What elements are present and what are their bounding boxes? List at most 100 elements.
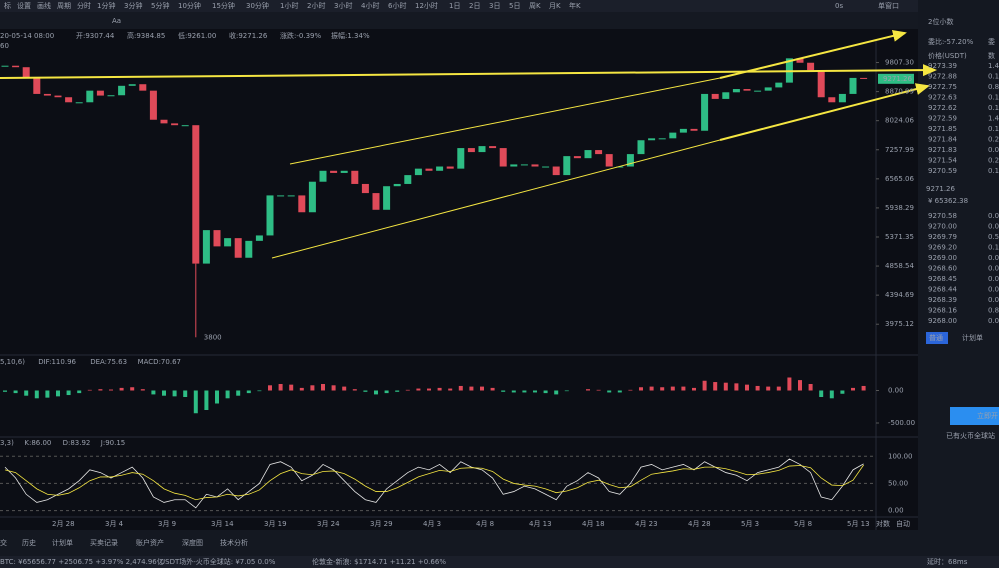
macd-bar [66,390,71,396]
label: 4月 28 [688,520,711,528]
label[interactable]: 设置 [17,1,31,10]
label: 0.1 [988,125,999,133]
macd-bar [745,384,749,391]
label: 0.0 [988,254,999,262]
label: 2月 28 [52,520,75,528]
macd-bar [458,385,463,391]
candle [732,89,740,93]
label: 0.1 [988,94,999,102]
macd-bar [3,390,7,392]
macd-bar [374,390,378,395]
macd-bar [702,380,707,391]
macd-bar [480,386,484,391]
label: 0.00 [888,507,904,515]
label: 3月 14 [211,520,234,528]
macd-bar [331,385,336,391]
label[interactable]: 5分钟 [151,1,169,10]
label: 9271.84 [928,136,957,144]
label[interactable]: 深度图 [182,538,203,547]
label[interactable]: 3小时 [334,1,352,10]
label[interactable]: 周K [529,2,541,10]
label[interactable]: 3分钟 [124,1,142,10]
label[interactable]: 计划单 [52,538,73,547]
label[interactable]: 1日 [449,2,460,10]
label: 普通 [929,333,943,342]
candle [213,230,221,247]
label[interactable]: 4小时 [361,1,379,10]
label[interactable]: 12小时 [415,1,438,10]
candle [330,170,338,173]
chart [0,58,914,512]
label: 4394.69 [885,291,914,299]
label[interactable]: 6小时 [388,1,406,10]
candle [743,89,751,91]
macd-bar [204,390,209,410]
label: 9271.54 [928,157,957,165]
macd-bar [310,385,315,391]
candle [171,123,179,126]
label: 5月 3 [741,520,759,528]
label: 6565.06 [885,175,914,183]
macd-bar [639,387,643,391]
label[interactable]: 年K [569,1,581,10]
label: K:86.00 [24,439,51,447]
label: 4月 13 [529,520,552,528]
label: J:90.15 [100,439,125,447]
macd-bar [607,390,612,393]
label[interactable]: 3日 [489,2,500,10]
candle [499,148,507,167]
label[interactable]: 1小时 [280,1,298,10]
macd-bar [45,390,50,398]
label[interactable]: 2日 [469,2,480,10]
macd-bar [24,390,29,396]
label[interactable]: 月K [549,2,561,10]
candle [775,82,783,88]
candle [552,166,560,176]
label[interactable]: 历史 [22,538,36,547]
label[interactable]: 周期 [57,2,71,10]
label: 3月 4 [105,520,124,528]
label[interactable]: 买卖记录 [90,539,118,547]
label[interactable]: 账户资产 [136,538,164,547]
label: 9272.88 [928,73,957,81]
label: 5938.29 [885,204,914,212]
label[interactable]: 10分钟 [178,1,201,10]
label[interactable]: 分时 [77,1,91,10]
candle [573,156,581,159]
label: 4月 23 [635,520,658,528]
candle [128,84,136,86]
candle [266,195,274,236]
label[interactable]: 15分钟 [212,1,235,10]
label: BTC: ¥65656.77 +2506.75 +3.97% 2,474.96亿 [0,557,164,566]
action-button[interactable] [950,407,999,425]
candle [12,65,20,68]
macd-bar [395,390,400,392]
label[interactable]: 2小时 [307,1,325,10]
candle [616,166,624,168]
label[interactable]: 1分钟 [97,1,115,10]
candle [817,70,825,98]
label: 0.0 [988,286,999,294]
candle [149,90,157,120]
horizontal-line [0,64,937,79]
macd-bar [289,384,294,391]
label[interactable]: 标 [4,1,11,10]
label[interactable]: 技术分析 [220,538,248,547]
channel-upper [289,77,721,165]
tab-active[interactable] [926,332,948,344]
label: 0.1 [988,104,999,112]
candle [404,175,412,184]
label: 8870.99 [885,88,914,96]
label: 数 [988,51,995,60]
label[interactable]: 画线 [37,1,51,10]
candle [722,92,730,99]
macd-bar [34,390,39,399]
label: 20-05-14 08:00 [0,32,54,40]
label: 4月 8 [476,520,494,528]
candle [139,84,147,91]
macd-bar [490,387,495,391]
label[interactable]: 5日 [509,2,520,10]
candle [436,166,444,171]
label[interactable]: 交 [0,538,7,547]
label[interactable]: 30分钟 [246,1,269,10]
